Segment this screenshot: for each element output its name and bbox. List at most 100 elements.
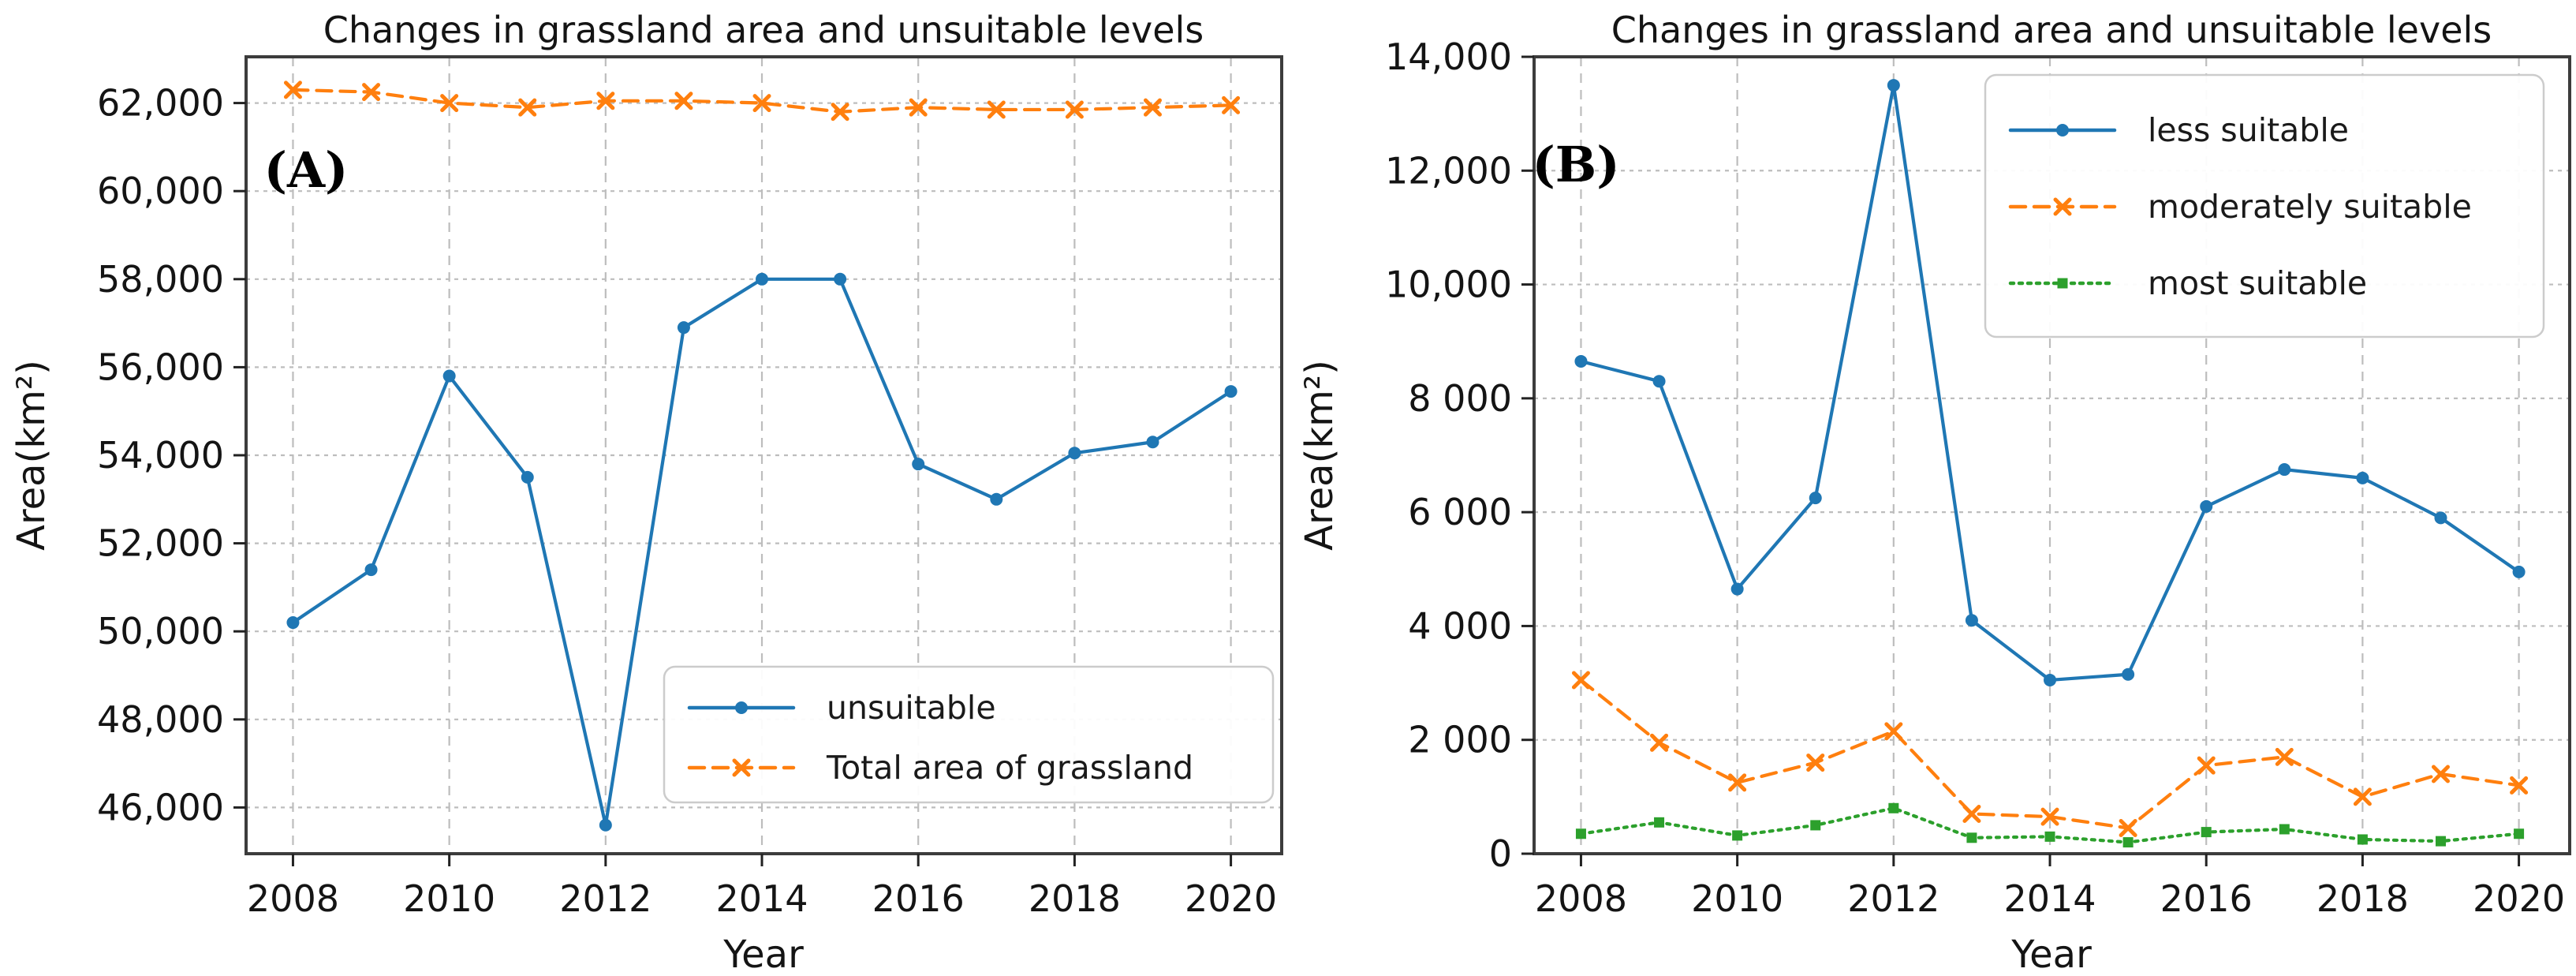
series-marker-x [1806, 754, 1825, 772]
series-marker-circle [677, 321, 690, 335]
legend-label: Total area of grassland [826, 749, 1193, 787]
legend-sample-line [687, 758, 796, 777]
chart-title: Changes in grassland area and unsuitable… [1611, 9, 2492, 51]
series-marker-x [831, 103, 849, 122]
series-marker-circle [1068, 447, 1081, 460]
series-marker-x [2510, 776, 2529, 795]
series-marker-x [440, 94, 459, 113]
y-tick-label: 60,000 [97, 170, 224, 212]
series-marker-square [1732, 830, 1743, 841]
series-marker-circle [834, 272, 847, 286]
axis-layer: 2008 2010 2012 2014 2016 2018 2020 46,000 48,000… [97, 55, 1283, 920]
series-marker-x [1962, 805, 1981, 823]
x-axis-label: Year [722, 933, 804, 976]
series-marker-circle [521, 470, 534, 484]
legend-label: less suitable [2148, 111, 2349, 149]
legend-item: unsuitable [687, 689, 996, 727]
series-marker-x [283, 80, 302, 99]
y-tick-label: 54,000 [97, 434, 224, 477]
series-marker-square [2201, 827, 2212, 838]
series-marker-x [1222, 95, 1241, 114]
series-marker-square [1888, 802, 1899, 813]
y-tick-label: 4 000 [1408, 604, 1512, 647]
x-tick-label: 2018 [1029, 877, 1121, 920]
series-marker-circle [442, 369, 456, 383]
series-marker-x [2119, 819, 2137, 838]
legend: less suitable moderately suitable most s… [1984, 73, 2545, 338]
legend-marker [732, 758, 751, 777]
legend-box [663, 665, 1275, 804]
series-marker-square [2357, 834, 2368, 845]
series-marker-circle [912, 458, 925, 471]
series-marker-x [2275, 747, 2294, 766]
axis-layer: 2008 2010 2012 2014 2016 2018 2020 0 2 000 4 000 6… [1385, 36, 2571, 920]
x-tick-label: 2020 [1185, 877, 1277, 920]
chart-b-canvas: 2008 2010 2012 2014 2016 2018 2020 0 2 000 4 000 6… [1297, 9, 2571, 976]
legend-sample-line [2008, 278, 2117, 289]
legend-sample-line [687, 701, 796, 714]
legend-box [1984, 73, 2545, 338]
series-marker-circle [1652, 375, 1666, 388]
series-marker-x [1065, 100, 1084, 119]
y-tick-label: 48,000 [97, 698, 224, 741]
y-tick-label: 46,000 [97, 786, 224, 828]
x-tick-label: 2012 [559, 877, 651, 920]
series-marker-x [2353, 787, 2372, 806]
x-tick-label: 2008 [247, 877, 339, 920]
series-marker-circle [1146, 436, 1159, 449]
panel-letter: (B) [1532, 136, 1619, 193]
series-marker-circle [599, 818, 612, 832]
series-marker-x [518, 98, 537, 117]
series-marker-circle [2512, 565, 2526, 578]
series-marker-circle [2434, 511, 2447, 525]
series-marker-circle [286, 616, 300, 630]
series-layer [1571, 79, 2529, 848]
series-marker-circle [2278, 463, 2291, 477]
series-marker-x [2197, 756, 2216, 775]
legend-marker [735, 701, 748, 714]
y-tick-label: 58,000 [97, 258, 224, 301]
chart-title: Changes in grassland area and unsuitable… [323, 9, 1204, 51]
y-tick-label: 10,000 [1385, 264, 1512, 306]
series-marker-square [2044, 831, 2055, 842]
legend-marker [2056, 124, 2069, 136]
legend-item: less suitable [2008, 111, 2349, 149]
series-marker-square [1966, 832, 1977, 843]
chart-panel-a: 2008 2010 2012 2014 2016 2018 2020 46,000 48,000… [9, 9, 1283, 976]
series-marker-x [1728, 773, 1747, 792]
y-axis-label: Area(km²) [9, 360, 54, 551]
series-marker-x [1571, 671, 1590, 690]
series-marker-circle [2356, 471, 2369, 484]
x-tick-label: 2016 [872, 877, 965, 920]
series-marker-x [362, 83, 381, 102]
legend-item: most suitable [2008, 264, 2367, 302]
legend-item: Total area of grassland [687, 749, 1193, 787]
series-marker-circle [1809, 492, 1822, 505]
legend-marker [2053, 197, 2072, 216]
series-marker-x [674, 92, 693, 110]
series-marker-x [596, 92, 615, 110]
series-marker-circle [1730, 582, 1744, 596]
x-tick-label: 2008 [1535, 877, 1627, 920]
series-marker-x [909, 98, 928, 117]
x-tick-label: 2012 [1847, 877, 1939, 920]
series-marker-circle [1887, 79, 1900, 92]
series-marker-circle [1574, 354, 1588, 368]
legend: unsuitable Total area of grassland [663, 665, 1275, 804]
series-marker-square [2435, 836, 2446, 847]
legend-label: unsuitable [827, 689, 996, 727]
series-marker-circle [2122, 667, 2135, 681]
series-marker-square [1575, 828, 1586, 840]
x-tick-label: 2014 [2003, 877, 2096, 920]
series-marker-circle [756, 272, 769, 286]
series-marker-square [1654, 817, 1665, 828]
chart-panel-b: 2008 2010 2012 2014 2016 2018 2020 0 2 000 4 000 6… [1288, 0, 2576, 976]
series-marker-x [1884, 722, 1903, 741]
y-tick-label: 6 000 [1408, 491, 1512, 533]
x-tick-label: 2010 [403, 877, 495, 920]
y-tick-label: 2 000 [1408, 719, 1512, 761]
series-marker-circle [1224, 385, 1238, 398]
legend-item: moderately suitable [2008, 188, 2472, 226]
legend-marker [2057, 278, 2068, 289]
